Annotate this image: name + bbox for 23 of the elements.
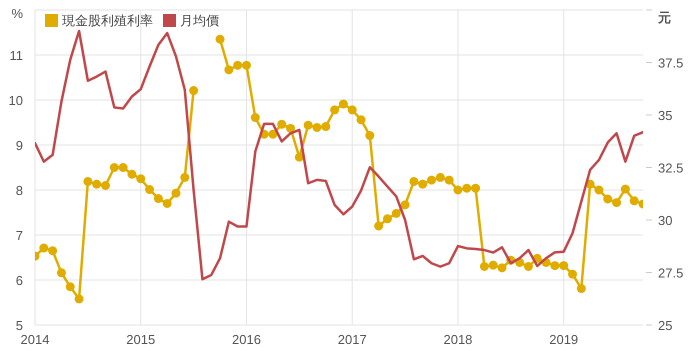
y-tick-label: 5 xyxy=(16,318,23,333)
y2-tick-label: 25 xyxy=(658,318,672,333)
legend-label: 月均價 xyxy=(180,13,219,28)
y2-tick-label: 37.5 xyxy=(658,56,684,70)
y-axis-title: % xyxy=(11,6,24,21)
x-tick-label: 2016 xyxy=(232,332,261,347)
x-tick-label: 2019 xyxy=(549,332,578,347)
y-tick-label: 9 xyxy=(16,138,23,153)
x-tick-label: 2014 xyxy=(20,332,50,347)
x-tick-label: 2015 xyxy=(126,332,156,347)
y-tick-label: 8 xyxy=(16,183,23,198)
y2-tick-label: 35 xyxy=(658,108,672,123)
y2-tick-label: 30 xyxy=(658,213,672,228)
y-tick-label: 7 xyxy=(16,228,23,243)
x-tick-label: 2017 xyxy=(338,332,367,347)
x-tick-label: 2018 xyxy=(443,332,472,347)
y2-tick-label: 32.5 xyxy=(658,160,684,176)
y-tick-label: 11 xyxy=(10,48,23,63)
y2-tick-label: 27.5 xyxy=(658,266,684,280)
y2-axis-title: 元 xyxy=(657,10,671,25)
y-tick-label: 6 xyxy=(16,273,23,288)
y-tick-label: 10 xyxy=(8,93,23,108)
legend-label: 現金股利殖利率 xyxy=(62,13,153,28)
